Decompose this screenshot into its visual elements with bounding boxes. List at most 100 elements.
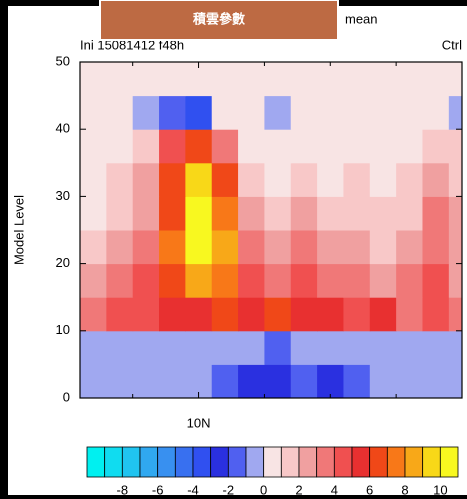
field-cell: [132, 95, 160, 130]
field-cell: [264, 129, 292, 164]
field-cell: [211, 95, 239, 130]
field-cell: [264, 297, 292, 332]
field-cell: [369, 62, 397, 97]
colorbar-box: [404, 446, 424, 478]
field-cell: [290, 62, 318, 97]
colorbar-box: [333, 446, 353, 478]
field-cell: [211, 196, 239, 231]
field-cell: [422, 62, 450, 97]
colorbar-box: [263, 446, 282, 478]
field-cell: [238, 364, 265, 398]
field-cell: [106, 95, 134, 130]
field-cell: [369, 196, 397, 231]
y-tick-label: 30: [56, 188, 70, 203]
field-cell: [185, 196, 213, 231]
field-cell: [422, 162, 450, 197]
field-cell: [396, 330, 423, 365]
field-cell: [343, 230, 371, 265]
right-label: Ctrl: [442, 37, 462, 52]
field-cell: [290, 330, 318, 365]
field-cell: [264, 230, 292, 265]
field-cell: [80, 364, 107, 398]
field-cell: [343, 62, 371, 97]
y-tick-label: 20: [56, 255, 70, 270]
field-cell: [159, 297, 186, 332]
field-cell: [448, 62, 462, 97]
field-cell: [132, 364, 160, 398]
field-cell: [317, 297, 344, 332]
field-cell: [132, 330, 160, 365]
field-cell: [396, 297, 423, 332]
field-cell: [80, 230, 107, 265]
field-cell: [317, 162, 344, 197]
field-cell: [132, 162, 160, 197]
field-cell: [448, 129, 462, 164]
title-banner: [99, 0, 339, 41]
field-cell: [290, 162, 318, 197]
field-cell: [106, 330, 134, 365]
colorbar-label: 10: [433, 482, 447, 497]
colorbar-box: [227, 446, 247, 478]
y-tick-label: 0: [63, 389, 70, 404]
colorbar-box: [86, 446, 106, 478]
field-cell: [264, 95, 292, 130]
field-cell: [396, 263, 423, 298]
colorbar-box: [280, 446, 300, 478]
field-cell: [290, 95, 318, 130]
colorbar-box: [192, 446, 212, 478]
colorbar-box: [174, 446, 194, 478]
field-cell: [80, 297, 107, 332]
field-cell: [422, 129, 450, 164]
field-cell: [106, 297, 134, 332]
colorbar-label: 8: [401, 482, 408, 497]
colorbar-box: [104, 446, 123, 478]
field-cell: [448, 162, 462, 197]
field-cell: [264, 62, 292, 97]
field-cell: [264, 162, 292, 197]
field-cell: [211, 263, 239, 298]
field-cell: [159, 263, 186, 298]
field-cell: [238, 196, 265, 231]
field-cell: [185, 129, 213, 164]
x-tick-label: 10N: [187, 415, 211, 430]
colorbar-box: [298, 446, 318, 478]
field-cell: [343, 297, 371, 332]
y-axis-label: Model Level: [11, 195, 26, 265]
field-cell: [290, 297, 318, 332]
colorbar-box: [439, 446, 459, 478]
field-cell: [317, 62, 344, 97]
field-cell: [448, 263, 462, 298]
field-cell: [422, 297, 450, 332]
colorbar-box: [422, 446, 441, 478]
field-cell: [396, 162, 423, 197]
field-cell: [211, 129, 239, 164]
field-cell: [132, 196, 160, 231]
field-cell: [290, 196, 318, 231]
field-cell: [448, 196, 462, 231]
field-cell: [369, 364, 397, 398]
field-cell: [106, 162, 134, 197]
field-cell: [317, 364, 344, 398]
field-cell: [343, 196, 371, 231]
field-cell: [422, 230, 450, 265]
field-cell: [264, 330, 292, 365]
field-cell: [369, 95, 397, 130]
field-cell: [396, 196, 423, 231]
colorbar-label: -8: [117, 482, 129, 497]
field-cell: [317, 230, 344, 265]
field-cell: [211, 364, 239, 398]
field: [80, 62, 462, 398]
colorbar-box: [139, 446, 159, 478]
field-cell: [369, 129, 397, 164]
field-cell: [80, 162, 107, 197]
field-cell: [317, 196, 344, 231]
field-cell: [211, 297, 239, 332]
y-tick-label: 40: [56, 121, 70, 136]
field-cell: [396, 230, 423, 265]
colorbar-label: -2: [223, 482, 235, 497]
field-cell: [132, 263, 160, 298]
field-cell: [238, 330, 265, 365]
colorbar-label: 4: [331, 482, 338, 497]
field-cell: [159, 162, 186, 197]
